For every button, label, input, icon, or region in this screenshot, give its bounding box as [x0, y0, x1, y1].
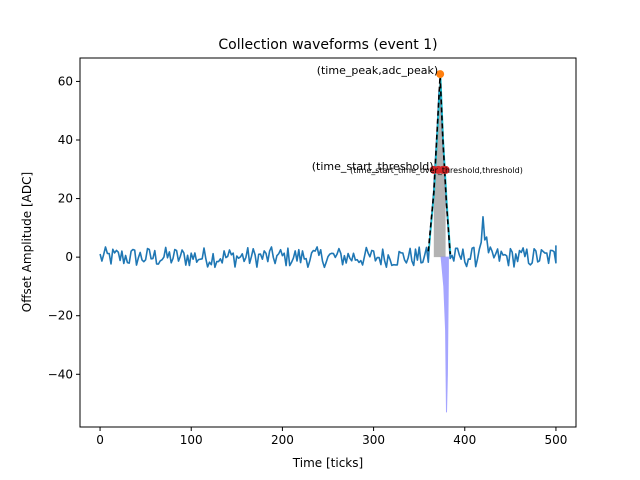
x-tick-label-5: 500 — [544, 433, 567, 447]
negative-lobe — [440, 256, 449, 413]
x-tick-label-1: 100 — [180, 433, 203, 447]
y-tick-label-3: 20 — [58, 192, 73, 206]
x-axis: 0 100 200 300 400 500 — [96, 427, 567, 447]
threshold-marker-3 — [441, 165, 450, 174]
x-tick-label-3: 300 — [362, 433, 385, 447]
plot-area: (time_peak,adc_peak) (time_start_threshol… — [99, 64, 557, 413]
y-tick-label-2: 0 — [65, 250, 73, 264]
y-axis: −40 −20 0 20 40 60 — [48, 74, 80, 381]
annotation-1: (time_start_threshold) — [312, 160, 434, 173]
chart-title: Collection waveforms (event 1) — [218, 37, 437, 53]
y-tick-label-0: −40 — [48, 367, 73, 381]
x-axis-label: Time [ticks] — [292, 456, 363, 470]
plot-content — [99, 70, 557, 413]
annotation-0: (time_peak,adc_peak) — [317, 64, 438, 77]
x-tick-label-2: 200 — [271, 433, 294, 447]
plot-frame — [79, 57, 577, 428]
y-axis-label: Offset Amplitude [ADC] — [20, 172, 34, 312]
x-tick-label-0: 0 — [96, 433, 104, 447]
x-tick-label-4: 400 — [453, 433, 476, 447]
waveform-line — [99, 89, 557, 269]
y-tick-label-5: 60 — [58, 74, 73, 88]
y-tick-label-1: −20 — [48, 309, 73, 323]
y-tick-label-4: 40 — [58, 133, 73, 147]
annotation-2: (time_start_time_over_threshold,threshol… — [350, 166, 523, 175]
peak-marker — [436, 70, 445, 79]
